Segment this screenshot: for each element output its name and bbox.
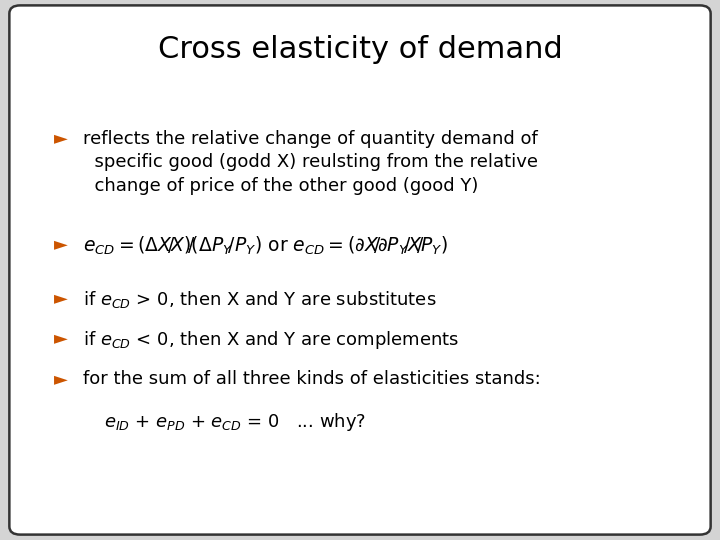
Text: reflects the relative change of quantity demand of
  specific good (godd X) reul: reflects the relative change of quantity… xyxy=(83,130,538,195)
Text: ►: ► xyxy=(54,130,68,147)
FancyBboxPatch shape xyxy=(9,5,711,535)
Text: ►: ► xyxy=(54,235,68,253)
Text: ►: ► xyxy=(54,289,68,307)
Text: $e_{ID}$ + $e_{PD}$ + $e_{CD}$ = 0   ... why?: $e_{ID}$ + $e_{PD}$ + $e_{CD}$ = 0 ... w… xyxy=(104,411,366,434)
Text: for the sum of all three kinds of elasticities stands:: for the sum of all three kinds of elasti… xyxy=(83,370,541,388)
Text: if $e_{CD}$ < 0, then X and Y are complements: if $e_{CD}$ < 0, then X and Y are comple… xyxy=(83,329,459,352)
Text: $e_{CD}$$=(\Delta X\!/\!X)\!/\!(\Delta P_Y\!/P_Y)$$\rm{\ or\ }$$e_{CD}$$=(\parti: $e_{CD}$$=(\Delta X\!/\!X)\!/\!(\Delta P… xyxy=(83,235,447,257)
Text: ►: ► xyxy=(54,329,68,347)
Text: Cross elasticity of demand: Cross elasticity of demand xyxy=(158,35,562,64)
Text: if $e_{CD}$ > 0, then X and Y are substitutes: if $e_{CD}$ > 0, then X and Y are substi… xyxy=(83,289,436,310)
Text: ►: ► xyxy=(54,370,68,388)
